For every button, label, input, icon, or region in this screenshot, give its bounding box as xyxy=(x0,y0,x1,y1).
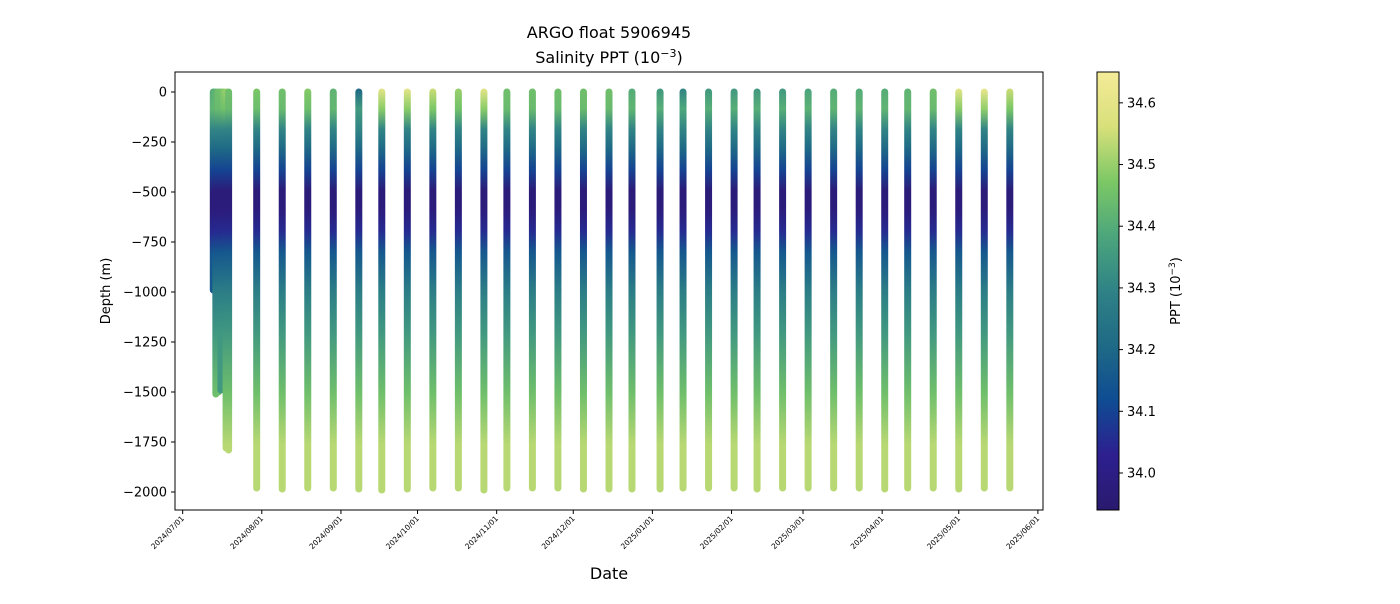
colorbar-tick-label: 34.0 xyxy=(1127,466,1156,481)
x-tick-label: 2024/08/01 xyxy=(228,514,265,551)
colorbar-tick-label: 34.4 xyxy=(1127,220,1156,235)
x-tick-label: 2024/11/01 xyxy=(463,514,500,551)
profile-2024-11-05 xyxy=(503,88,511,492)
profile-2024-09-17 xyxy=(378,88,386,494)
colorbar-tick-label: 34.5 xyxy=(1127,158,1156,173)
profile-2024-08-19 xyxy=(304,88,312,492)
profile-2024-10-17 xyxy=(454,88,462,492)
x-tick-label: 2025/03/01 xyxy=(770,514,807,551)
profile-2024-11-25 xyxy=(554,88,562,492)
x-tick-label: 2025/01/01 xyxy=(619,514,656,551)
profile-2024-08-29 xyxy=(329,88,337,492)
colorbar xyxy=(1096,71,1120,511)
y-tick-label: −250 xyxy=(131,136,167,151)
profile-2025-02-21 xyxy=(779,88,787,492)
y-tick-label: −1750 xyxy=(123,436,167,451)
profile-2025-05-21 xyxy=(1006,88,1014,492)
x-axis-label: Date xyxy=(590,564,628,583)
y-tick-label: −500 xyxy=(131,186,167,201)
colorbar-label: PPT (10−3) xyxy=(1168,257,1184,325)
x-tick-label: 2025/06/01 xyxy=(1004,514,1041,551)
y-tick-label: 0 xyxy=(159,86,167,101)
profile-2025-01-04 xyxy=(656,88,664,493)
colorbar-tick-label: 34.1 xyxy=(1127,405,1156,420)
x-tick-label: 2024/09/01 xyxy=(307,514,344,551)
y-tick-label: −750 xyxy=(131,236,167,251)
y-tick-label: −2000 xyxy=(123,486,167,501)
x-tick-label: 2025/02/01 xyxy=(698,514,735,551)
profile-2025-03-23 xyxy=(855,88,863,492)
y-tick-label: −1250 xyxy=(123,336,167,351)
profile-2024-11-15 xyxy=(528,88,536,492)
x-tick-label: 2024/12/01 xyxy=(540,514,577,551)
profile-2025-05-11 xyxy=(980,88,988,492)
x-tick-label: 2025/05/01 xyxy=(925,514,962,551)
chart-title: ARGO float 5906945 xyxy=(527,23,691,42)
y-tick-label: −1500 xyxy=(123,386,167,401)
x-tick-label: 2024/07/01 xyxy=(149,514,186,551)
profile-2024-07-30 xyxy=(253,88,261,492)
colorbar-tick-label: 34.3 xyxy=(1127,281,1156,296)
profile-2025-05-01 xyxy=(955,88,963,493)
profile-2024-08-09 xyxy=(278,88,286,493)
profile-2025-04-02 xyxy=(881,88,889,493)
profile-2025-03-03 xyxy=(804,88,812,492)
x-tick-label: 2024/10/01 xyxy=(384,514,421,551)
profile-2024-07-19 xyxy=(225,88,233,454)
y-tick-label: −1000 xyxy=(123,286,167,301)
profile-2025-01-13 xyxy=(679,88,687,492)
chart-subtitle: Salinity PPT (10−3) xyxy=(535,47,683,67)
profile-2024-09-27 xyxy=(403,88,411,493)
profile-2025-02-02 xyxy=(730,88,738,492)
profile-2024-10-07 xyxy=(429,88,437,492)
colorbar-ticks: 34.0 34.1 34.2 34.3 34.4 34.5 34.6 xyxy=(1119,96,1156,481)
profile-2025-04-11 xyxy=(904,88,912,492)
profile-2025-02-11 xyxy=(753,88,761,493)
profile-2025-04-21 xyxy=(929,88,937,492)
colorbar-tick-label: 34.2 xyxy=(1127,343,1156,358)
x-tick-label: 2025/04/01 xyxy=(849,514,886,551)
profile-2024-09-08 xyxy=(355,88,363,493)
y-axis-label: Depth (m) xyxy=(99,258,114,325)
x-axis: 2024/07/01 2024/08/01 2024/09/01 2024/10/01… xyxy=(149,510,1041,551)
y-axis: 0 −250 −500 −750 −1000 −1250 −1500 −1750 −2000 xyxy=(123,86,175,501)
colorbar-tick-label: 34.6 xyxy=(1127,96,1156,111)
profile-2024-10-27 xyxy=(480,88,488,494)
profile-2024-12-05 xyxy=(579,88,587,493)
profile-2025-03-13 xyxy=(830,88,838,492)
profile-2024-12-24 xyxy=(628,88,636,493)
profile-marks xyxy=(209,88,1014,494)
plot-area-frame xyxy=(174,71,1044,511)
profile-2025-01-23 xyxy=(705,88,713,492)
profile-2024-12-15 xyxy=(605,88,613,493)
